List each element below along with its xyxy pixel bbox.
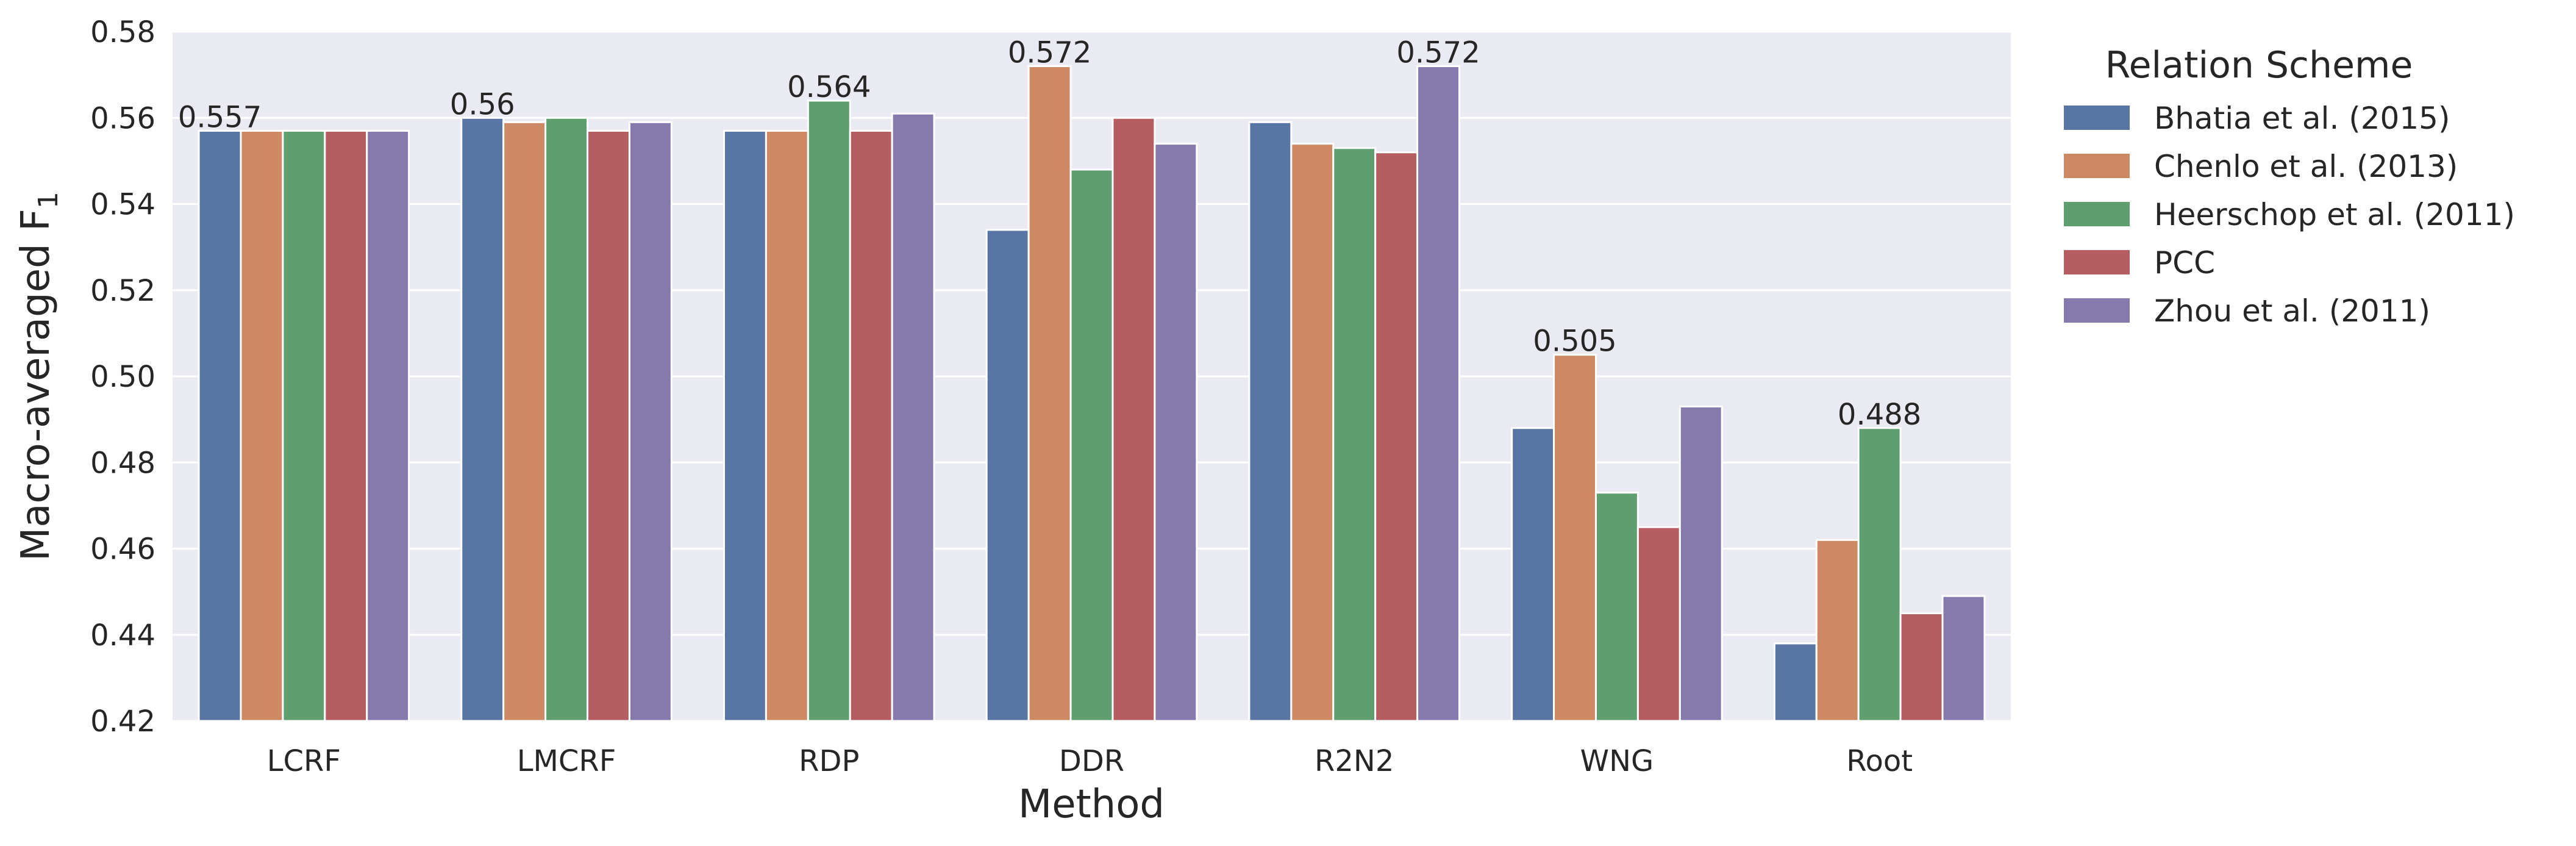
y-tick-label: 0.48	[90, 446, 155, 480]
x-tick-label: LMCRF	[517, 744, 616, 778]
bar	[1815, 539, 1860, 722]
bar	[1069, 168, 1114, 722]
bar	[1636, 526, 1681, 722]
legend-label: Zhou et al. (2011)	[2154, 293, 2430, 329]
x-tick-label: DDR	[1059, 744, 1124, 778]
bar	[765, 129, 809, 722]
bar	[1899, 612, 1944, 722]
y-tick-label: 0.52	[90, 274, 155, 308]
legend: Relation Scheme Bhatia et al. (2015) Chen…	[2064, 44, 2515, 329]
x-tick-label: R2N2	[1315, 744, 1394, 778]
data-labels: 0.557 0.56 0.564 0.572 0.572 0.505 0.488	[178, 36, 1922, 432]
bar	[1773, 642, 1818, 722]
bar	[1027, 65, 1072, 722]
bar	[1154, 143, 1198, 722]
y-tick-label: 0.54	[90, 188, 155, 222]
bar	[198, 129, 242, 722]
legend-swatch	[2064, 250, 2130, 274]
y-tick-label: 0.50	[90, 360, 155, 394]
bar	[1332, 147, 1377, 722]
legend-label: PCC	[2154, 245, 2215, 281]
y-tick-label: 0.46	[90, 532, 155, 567]
bar	[460, 117, 505, 722]
legend-label: Bhatia et al. (2015)	[2154, 101, 2450, 136]
bar	[366, 129, 410, 722]
y-axis-title-text: Macro-averaged F	[13, 209, 59, 561]
bar	[1248, 121, 1293, 722]
bar	[849, 129, 893, 722]
x-axis-title: Method	[1018, 782, 1165, 827]
y-axis-ticks: 0.42 0.44 0.46 0.48 0.50 0.52 0.54 0.56 0.58	[90, 15, 155, 739]
bar	[1374, 151, 1419, 722]
y-axis-title-subscript: 1	[33, 192, 64, 209]
x-tick-label: WNG	[1580, 744, 1654, 778]
legend-label: Chenlo et al. (2013)	[2154, 149, 2458, 184]
bar	[1857, 427, 1902, 722]
y-tick-label: 0.42	[90, 704, 155, 739]
data-label: 0.56	[450, 87, 515, 121]
bar	[282, 129, 326, 722]
legend-title: Relation Scheme	[2105, 44, 2413, 87]
legend-swatch	[2064, 154, 2130, 178]
bar	[723, 129, 767, 722]
bar	[807, 99, 851, 722]
legend-swatch	[2064, 106, 2130, 130]
bar	[1594, 492, 1639, 722]
x-tick-label: Root	[1846, 744, 1913, 778]
x-tick-label: RDP	[799, 744, 859, 778]
bar	[1941, 595, 1986, 722]
bar	[324, 129, 368, 722]
bar	[587, 129, 630, 722]
bar	[502, 121, 547, 722]
y-axis-title: Macro-averaged F1	[13, 192, 64, 561]
data-label: 0.572	[1396, 36, 1480, 70]
bar	[1290, 143, 1335, 722]
bar	[1511, 427, 1555, 722]
data-label: 0.557	[178, 100, 262, 134]
legend-label: Heerschop et al. (2011)	[2154, 197, 2515, 232]
data-label: 0.572	[1008, 36, 1091, 70]
bar	[544, 117, 589, 722]
bar	[628, 121, 673, 722]
bars	[198, 65, 1986, 722]
data-label: 0.488	[1838, 398, 1921, 432]
y-tick-label: 0.58	[90, 15, 155, 49]
bar	[891, 112, 935, 722]
legend-swatch	[2064, 202, 2130, 226]
legend-swatch	[2064, 298, 2130, 323]
x-axis-ticks: LCRF LMCRF RDP DDR R2N2 WNG Root	[267, 744, 1913, 778]
bar	[1553, 354, 1597, 722]
data-label: 0.505	[1533, 324, 1616, 359]
bar	[240, 129, 284, 722]
x-tick-label: LCRF	[267, 744, 341, 778]
bar	[1416, 65, 1460, 722]
y-tick-label: 0.56	[90, 101, 155, 135]
legend-items: Bhatia et al. (2015) Chenlo et al. (2013)…	[2064, 101, 2515, 329]
data-label: 0.564	[787, 70, 871, 104]
y-tick-label: 0.44	[90, 618, 155, 653]
bar	[1679, 405, 1723, 722]
bar	[985, 229, 1030, 722]
bar	[1111, 117, 1156, 722]
